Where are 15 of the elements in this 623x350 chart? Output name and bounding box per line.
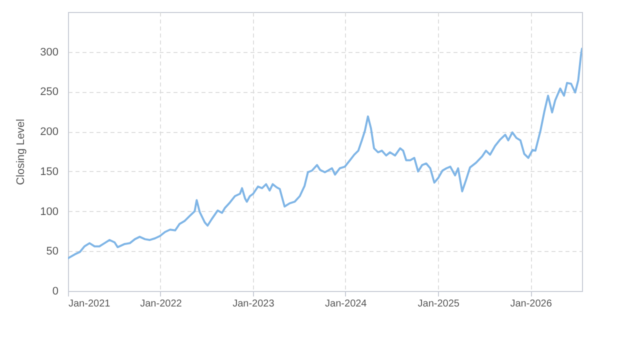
- y-tick-label: 150: [40, 166, 58, 178]
- y-tick-label: 50: [46, 246, 58, 258]
- y-tick-label: 300: [40, 46, 58, 58]
- x-tick-label: Jan-2025: [418, 298, 460, 310]
- x-tick-label: Jan-2023: [232, 298, 275, 310]
- line-series: [68, 48, 582, 260]
- y-tick-label: 250: [40, 86, 58, 98]
- y-tick-label: 200: [40, 126, 58, 138]
- x-tick-label: Jan-2022: [140, 298, 182, 310]
- y-tick-label: 100: [40, 206, 58, 218]
- x-tick-label: Jan-2021: [68, 298, 111, 310]
- x-tick-label: Jan-2026: [510, 298, 552, 310]
- y-axis-title: Closing Level: [15, 118, 28, 186]
- y-tick-label: 0: [52, 286, 58, 298]
- x-tick-label: Jan-2024: [325, 298, 368, 310]
